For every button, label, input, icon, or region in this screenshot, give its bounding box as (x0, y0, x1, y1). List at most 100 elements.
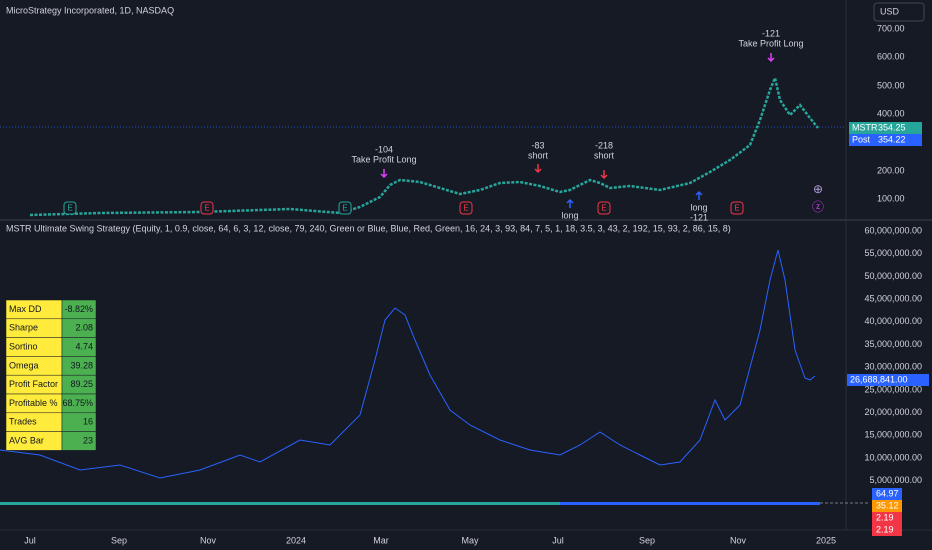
time-axis-label: May (461, 535, 479, 545)
annotation-text: -104 (375, 144, 393, 154)
annotation-text: long (690, 202, 707, 212)
price-tag-number: 354.22 (878, 134, 906, 144)
indicator-title: MSTR Ultimate Swing Strategy (Equity, 1,… (6, 223, 731, 233)
annotation-text: long (561, 210, 578, 220)
table-value: -8.82% (64, 304, 93, 314)
annotation-arrow (566, 198, 574, 208)
table-value: 16 (83, 417, 93, 427)
event-marker-label: E (67, 204, 72, 213)
time-axis-label: Jul (24, 535, 36, 545)
table-label: Trades (9, 417, 37, 427)
equity-axis-label: 45,000,000.00 (864, 293, 922, 303)
annotation-arrow (534, 164, 542, 174)
table-value: 39.28 (70, 360, 93, 370)
symbol-title: MicroStrategy Incorporated, 1D, NASDAQ (6, 5, 174, 15)
annotation-text: short (528, 150, 549, 160)
price-tag-number: 354.25 (878, 122, 906, 132)
equity-axis-label: 55,000,000.00 (864, 248, 922, 258)
price-axis-label: 700.00 (877, 23, 905, 33)
signal-bar (0, 502, 820, 505)
equity-axis-label: 20,000,000.00 (864, 407, 922, 417)
icon-bolt[interactable]: ⓩ (812, 200, 824, 214)
price-tag (849, 134, 874, 146)
equity-axis-label: 35,000,000.00 (864, 339, 922, 349)
price-tag-value (874, 122, 922, 134)
bottom-tag (872, 524, 902, 536)
equity-axis-label: 60,000,000.00 (864, 225, 922, 235)
signal-bar-blue (560, 502, 820, 505)
table-label: Sharpe (9, 323, 38, 333)
annotation-text: -83 (531, 140, 544, 150)
bottom-tag (872, 500, 902, 512)
table-label: Profit Factor (9, 379, 58, 389)
table-label: Profitable % (9, 398, 58, 408)
price-tag-value (874, 134, 922, 146)
event-marker (459, 201, 473, 215)
table-value-cell (61, 431, 97, 451)
time-axis-label: Sep (111, 535, 127, 545)
event-marker-label: E (734, 204, 739, 213)
bottom-tag-value: 2.19 (876, 512, 894, 522)
event-marker-label: E (204, 204, 209, 213)
annotation-text: -121 (690, 212, 708, 222)
time-axis-label: Jul (552, 535, 564, 545)
bottom-tag-value: 35.12 (876, 500, 899, 510)
table-label: AVG Bar (9, 435, 44, 445)
event-marker (338, 201, 352, 215)
table-label: Omega (9, 360, 39, 370)
equity-line (0, 249, 816, 479)
time-axis-label: 2025 (816, 535, 836, 545)
currency[interactable]: USD (880, 6, 900, 16)
equity-tag-value: 26,688,841.00 (850, 374, 908, 384)
time-axis-label: Mar (373, 535, 389, 545)
table-label: Sortino (9, 341, 38, 351)
price-candles (29, 73, 819, 217)
price-axis-label: 100.00 (877, 193, 905, 203)
time-axis-label: Nov (200, 535, 217, 545)
event-marker (63, 201, 77, 215)
annotation-arrow (600, 170, 608, 180)
price-tag (849, 122, 874, 134)
annotation-text: Take Profit Long (351, 154, 416, 164)
annotation-text: Take Profit Long (738, 38, 803, 48)
icon-plus[interactable]: ⊕ (813, 182, 823, 196)
annotation-text: -121 (762, 28, 780, 38)
table-value: 4.74 (75, 341, 93, 351)
equity-axis-label: 40,000,000.00 (864, 316, 922, 326)
time-axis-label: 2024 (286, 535, 306, 545)
price-axis-label: 500.00 (877, 80, 905, 90)
currency-button[interactable] (873, 2, 925, 22)
price-axis-label: 400.00 (877, 108, 905, 118)
annotation-arrow (380, 169, 388, 179)
equity-axis-label: 10,000,000.00 (864, 452, 922, 462)
time-axis-label: Nov (730, 535, 747, 545)
equity-axis-label: 30,000,000.00 (864, 362, 922, 372)
annotation-arrow (695, 190, 703, 200)
equity-axis-label: 15,000,000.00 (864, 430, 922, 440)
event-marker-label: E (463, 204, 468, 213)
event-marker (200, 201, 214, 215)
annotation-text: -218 (595, 140, 613, 150)
bottom-tag (872, 488, 902, 500)
time-axis-label: Sep (639, 535, 655, 545)
equity-axis-label: 5,000,000.00 (869, 475, 922, 485)
event-marker-label: E (601, 204, 606, 213)
table-value: 23 (83, 435, 93, 445)
equity-tag (847, 374, 929, 386)
annotation-arrow (767, 53, 775, 63)
equity-axis-label: 50,000,000.00 (864, 271, 922, 281)
bottom-tag-value: 2.19 (876, 524, 894, 534)
event-marker (730, 201, 744, 215)
table-value: 68.75% (62, 398, 93, 408)
price-tag-name: MSTR (852, 122, 878, 132)
table-label: Max DD (9, 304, 42, 314)
annotation-text: short (594, 150, 615, 160)
table-value: 2.08 (75, 323, 93, 333)
price-tag-name: Post (852, 134, 871, 144)
price-axis-label: 600.00 (877, 51, 905, 61)
table-value: 89.25 (70, 379, 93, 389)
event-marker-label: E (342, 204, 347, 213)
bottom-tag (872, 512, 902, 524)
event-marker (597, 201, 611, 215)
